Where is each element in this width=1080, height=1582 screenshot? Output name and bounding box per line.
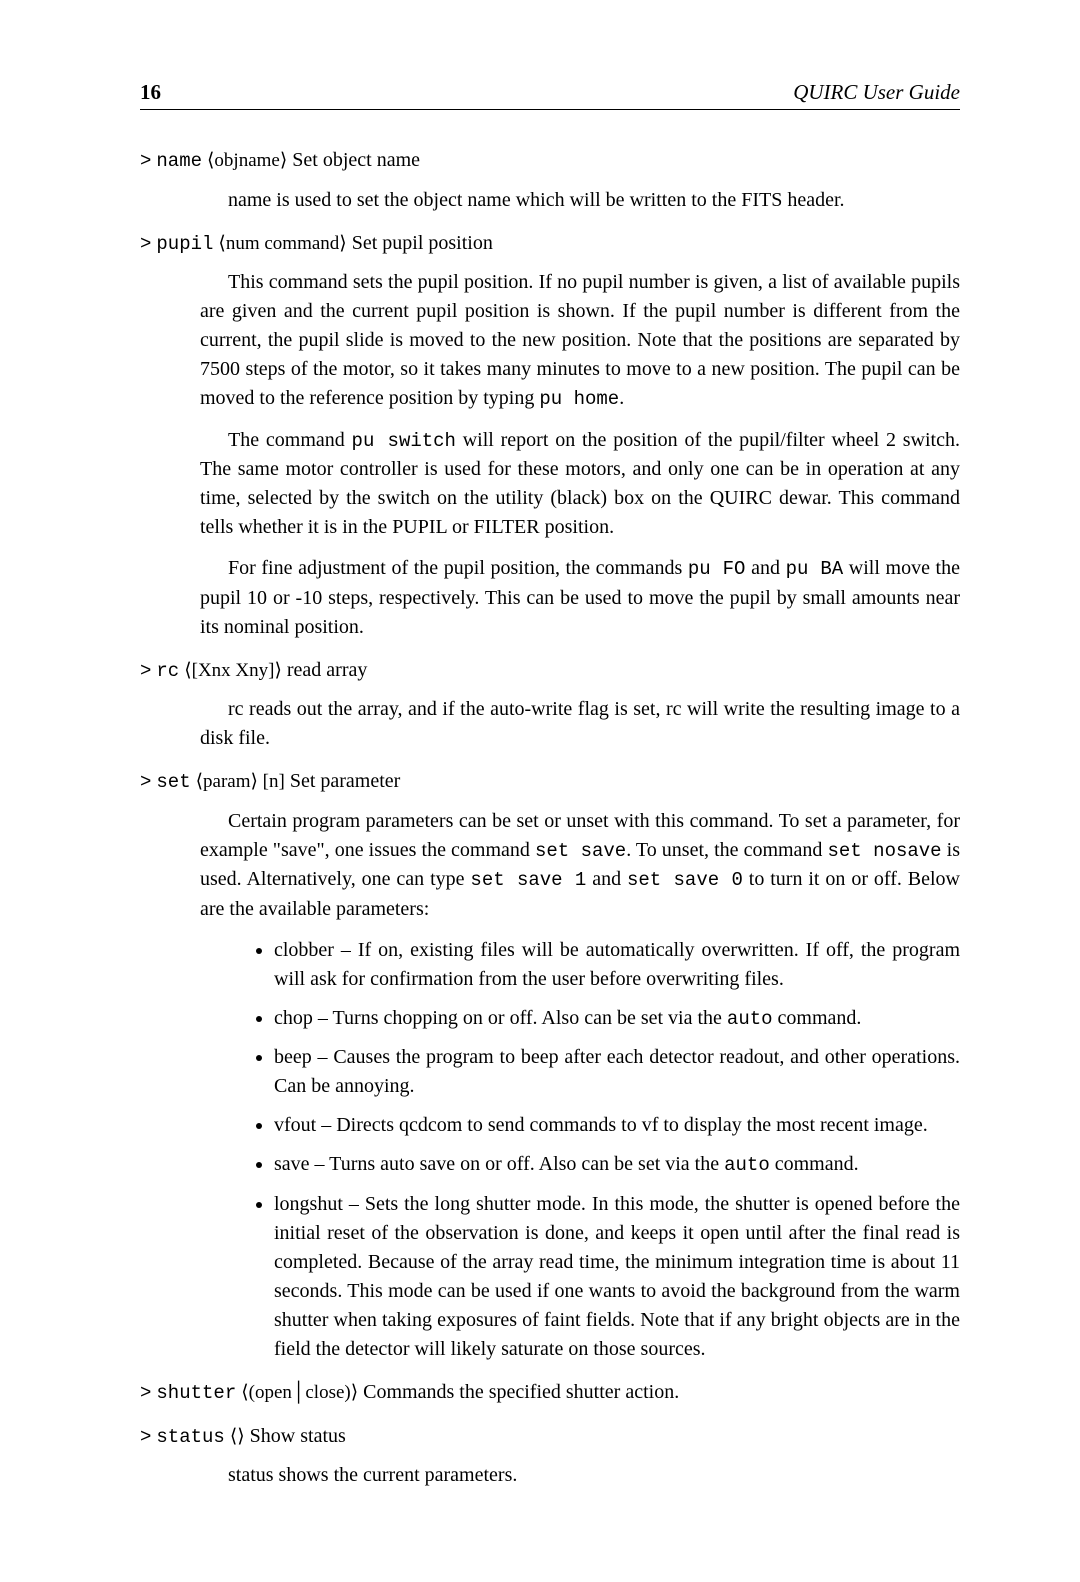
paragraph: This command sets the pupil position. If… bbox=[200, 268, 960, 414]
guide-title: QUIRC User Guide bbox=[793, 80, 960, 105]
paragraph: name is used to set the object name whic… bbox=[200, 186, 960, 215]
inline-code: set save 1 bbox=[470, 869, 586, 891]
cmd-line: > rc ⟨[Xnx Xny]⟩ read array bbox=[140, 656, 960, 686]
list-item: save – Turns auto save on or off. Also c… bbox=[274, 1150, 960, 1180]
list-item: clobber – If on, existing files will be … bbox=[274, 936, 960, 994]
inline-code: pu home bbox=[539, 388, 619, 410]
cmd-desc: This command sets the pupil position. If… bbox=[200, 268, 960, 642]
cmd-summary: Set pupil position bbox=[347, 232, 493, 254]
list-item: beep – Causes the program to beep after … bbox=[274, 1043, 960, 1101]
inline-code: pu BA bbox=[786, 558, 844, 580]
paragraph: The command pu switch will report on the… bbox=[200, 426, 960, 543]
text: chop – Turns chopping on or off. Also ca… bbox=[274, 1007, 727, 1029]
cmd-arg: ⟨(open│close)⟩ bbox=[241, 1382, 358, 1403]
cmd-keyword: shutter bbox=[156, 1382, 236, 1404]
list-item: longshut – Sets the long shutter mode. I… bbox=[274, 1190, 960, 1364]
cmd-line: > status ⟨⟩ Show status bbox=[140, 1422, 960, 1452]
inline-code: pu switch bbox=[352, 430, 456, 452]
text: and bbox=[745, 557, 785, 579]
cmd-arg: ⟨⟩ bbox=[230, 1426, 245, 1447]
prompt: > bbox=[140, 1382, 151, 1404]
cmd-status: > status ⟨⟩ Show status status shows the… bbox=[140, 1422, 960, 1491]
cmd-keyword: status bbox=[156, 1426, 224, 1448]
param-list: clobber – If on, existing files will be … bbox=[248, 936, 960, 1364]
list-item: chop – Turns chopping on or off. Also ca… bbox=[274, 1004, 960, 1034]
prompt: > bbox=[140, 150, 151, 172]
cmd-arg: ⟨objname⟩ bbox=[207, 150, 287, 171]
cmd-desc: status shows the current parameters. bbox=[200, 1461, 960, 1490]
text: and bbox=[586, 868, 627, 890]
cmd-summary: Set object name bbox=[287, 149, 420, 171]
cmd-line: > pupil ⟨num command⟩ Set pupil position bbox=[140, 229, 960, 259]
cmd-name: > name ⟨objname⟩ Set object name name is… bbox=[140, 146, 960, 215]
cmd-summary: Commands the specified shutter action. bbox=[358, 1381, 679, 1403]
text: command. bbox=[770, 1153, 859, 1175]
paragraph: rc reads out the array, and if the auto-… bbox=[200, 695, 960, 753]
prompt: > bbox=[140, 1426, 151, 1448]
paragraph: For fine adjustment of the pupil positio… bbox=[200, 554, 960, 642]
cmd-desc: Certain program parameters can be set or… bbox=[200, 807, 960, 1364]
prompt: > bbox=[140, 660, 151, 682]
text: save – Turns auto save on or off. Also c… bbox=[274, 1153, 724, 1175]
inline-code: auto bbox=[727, 1008, 773, 1030]
cmd-keyword: rc bbox=[156, 660, 179, 682]
cmd-summary: read array bbox=[282, 659, 368, 681]
list-item: vfout – Directs qcdcom to send commands … bbox=[274, 1111, 960, 1140]
inline-code: set save 0 bbox=[627, 869, 743, 891]
inline-code: set nosave bbox=[828, 840, 942, 862]
cmd-line: > shutter ⟨(open│close)⟩ Commands the sp… bbox=[140, 1378, 960, 1408]
paragraph: status shows the current parameters. bbox=[200, 1461, 960, 1490]
text: . To unset, the command bbox=[626, 839, 827, 861]
prompt: > bbox=[140, 233, 151, 255]
cmd-summary: Show status bbox=[245, 1425, 346, 1447]
text: . bbox=[619, 387, 624, 409]
page-container: 16 QUIRC User Guide > name ⟨objname⟩ Set… bbox=[0, 0, 1080, 1582]
cmd-rc: > rc ⟨[Xnx Xny]⟩ read array rc reads out… bbox=[140, 656, 960, 754]
cmd-line: > set ⟨param⟩ [n] Set parameter bbox=[140, 767, 960, 797]
cmd-pupil: > pupil ⟨num command⟩ Set pupil position… bbox=[140, 229, 960, 642]
cmd-keyword: pupil bbox=[156, 233, 213, 255]
inline-code: auto bbox=[724, 1154, 770, 1176]
cmd-shutter: > shutter ⟨(open│close)⟩ Commands the sp… bbox=[140, 1378, 960, 1408]
cmd-line: > name ⟨objname⟩ Set object name bbox=[140, 146, 960, 176]
text: The command bbox=[228, 429, 352, 451]
cmd-arg: ⟨num command⟩ bbox=[218, 233, 346, 254]
paragraph: Certain program parameters can be set or… bbox=[200, 807, 960, 924]
cmd-arg: ⟨param⟩ [n] bbox=[196, 771, 285, 792]
cmd-keyword: name bbox=[156, 150, 202, 172]
prompt: > bbox=[140, 771, 151, 793]
text: command. bbox=[773, 1007, 862, 1029]
cmd-summary: Set parameter bbox=[285, 770, 401, 792]
page-number: 16 bbox=[140, 80, 161, 105]
cmd-desc: rc reads out the array, and if the auto-… bbox=[200, 695, 960, 753]
inline-code: pu FO bbox=[688, 558, 746, 580]
page-header: 16 QUIRC User Guide bbox=[140, 80, 960, 110]
cmd-keyword: set bbox=[156, 771, 190, 793]
cmd-arg: ⟨[Xnx Xny]⟩ bbox=[184, 660, 282, 681]
text: For fine adjustment of the pupil positio… bbox=[228, 557, 688, 579]
inline-code: set save bbox=[535, 840, 626, 862]
cmd-desc: name is used to set the object name whic… bbox=[200, 186, 960, 215]
cmd-set: > set ⟨param⟩ [n] Set parameter Certain … bbox=[140, 767, 960, 1364]
